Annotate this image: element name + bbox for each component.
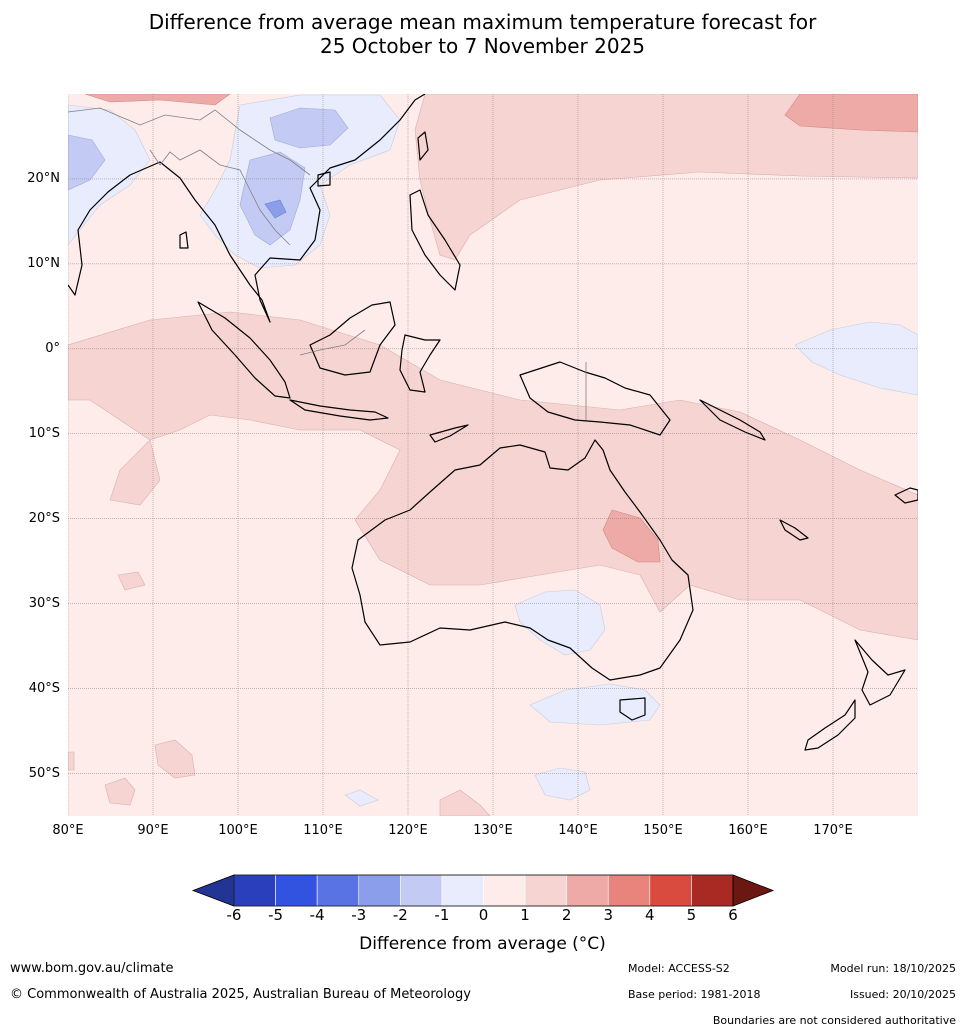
colorbar-tick-label: 3 <box>603 906 614 924</box>
anomaly-2-to-3-northeast <box>784 94 918 133</box>
colorbar-bin <box>607 874 651 907</box>
footer-base-period: Base period: 1981-2018 <box>628 988 761 1001</box>
anomaly-neg3-to-neg2-thailand <box>264 199 287 219</box>
colorbar-outline <box>233 874 734 907</box>
title-line-2: 25 October to 7 November 2025 <box>319 34 646 58</box>
anomaly-neg2-to-neg1-china <box>269 107 349 149</box>
colorbar-title: Difference from average (°C) <box>359 934 606 954</box>
colorbar-tick-label: 2 <box>561 906 572 924</box>
anomaly-neg1-to-0-tasmania <box>529 683 661 726</box>
title-line-1: Difference from average mean maximum tem… <box>148 10 817 34</box>
colorbar-tick-label: -1 <box>434 906 450 924</box>
lon-tick-label: 90°E <box>137 823 169 838</box>
footer-model-run: Model run: 18/10/2025 <box>830 962 956 975</box>
colorbar-bin <box>649 874 692 907</box>
colorbar-tick-label: 4 <box>645 906 655 924</box>
borneo-coastline <box>309 301 396 376</box>
new-zealand-south-coastline <box>804 699 856 751</box>
lon-tick-label: 170°E <box>813 823 853 838</box>
anomaly-1-to-2-patch-a <box>154 739 196 779</box>
lon-tick-label: 150°E <box>643 823 683 838</box>
coastlines <box>68 94 918 751</box>
java-coastline <box>289 399 389 421</box>
lat-tick-label: 50°S <box>28 765 60 781</box>
sulawesi-coastline <box>399 334 441 393</box>
footer-model: Model: ACCESS-S2 <box>628 962 730 975</box>
anomaly-1-to-2-patch-c <box>117 571 146 591</box>
sri-lanka-coastline <box>179 231 189 249</box>
anomaly-neg1-to-0-south-australia <box>514 589 606 656</box>
lat-tick-label: 30°S <box>28 595 60 611</box>
lon-tick-label: 110°E <box>303 823 343 838</box>
colorbar-bin <box>483 874 526 907</box>
colorbar-bin <box>358 874 401 907</box>
australia-coastline <box>351 439 694 681</box>
anomaly-neg2-to-neg1-india <box>68 134 106 191</box>
lat-tick-label: 10°S <box>28 425 60 441</box>
fiji-coastline <box>894 487 918 504</box>
lat-tick-label: 0° <box>45 340 60 356</box>
new-caledonia-coastline <box>779 519 809 541</box>
anomaly-neg1-to-0-pacific <box>794 321 918 396</box>
solomon-islands-coastline <box>699 399 766 441</box>
anomaly-2-to-3-queensland <box>602 509 661 563</box>
colorbar-bin <box>691 874 734 907</box>
philippines-coastline <box>409 189 461 291</box>
footer-disclaimer: Boundaries are not considered authoritat… <box>712 1014 956 1027</box>
lon-tick-label: 160°E <box>728 823 768 838</box>
lat-tick-label: 20°S <box>28 510 60 526</box>
colorbar-extend-low <box>191 874 235 907</box>
colorbar-tick-label: -2 <box>392 906 408 924</box>
graticule <box>68 94 918 816</box>
anomaly-2-to-3-himalaya <box>84 94 231 106</box>
colorbar-tick-label: 6 <box>728 906 738 924</box>
asia-mainland-coastline <box>68 94 426 323</box>
map-title: Difference from average mean maximum tem… <box>0 10 965 58</box>
anomaly-1-to-2-north-pacific <box>414 94 918 261</box>
country-borders <box>68 107 587 420</box>
colorbar-extend-high <box>732 874 775 907</box>
colorbar-tick-label: -4 <box>309 906 325 924</box>
colorbar-bin <box>524 874 567 907</box>
lon-tick-label: 130°E <box>473 823 513 838</box>
lon-tick-label: 80°E <box>52 823 84 838</box>
new-zealand-north-coastline <box>854 639 906 706</box>
anomaly-neg2-to-neg1-indochina <box>239 151 306 246</box>
anomaly-1-to-2-patch-b <box>104 777 136 806</box>
colorbar-bin <box>233 874 276 907</box>
lat-tick-label: 20°N <box>27 170 60 186</box>
footer-copyright: © Commonwealth of Australia 2025, Austra… <box>10 987 471 1002</box>
lat-tick-label: 40°S <box>28 680 60 696</box>
anomaly-neg1-to-0-south <box>534 767 591 801</box>
colorbar-bin <box>275 874 318 907</box>
lon-tick-label: 120°E <box>388 823 428 838</box>
lon-tick-label: 140°E <box>558 823 598 838</box>
colorbar-tick-label: 0 <box>478 906 489 924</box>
footer-issued: Issued: 20/10/2025 <box>849 988 956 1001</box>
colorbar-tick-label: -6 <box>226 906 242 924</box>
taiwan-coastline <box>417 131 429 161</box>
sumatra-coastline <box>197 301 291 399</box>
footer-website[interactable]: www.bom.gov.au/climate <box>10 961 174 976</box>
colorbar-bin <box>316 874 360 907</box>
anomaly-1-to-2-patch-e <box>68 751 75 771</box>
hainan-coastline <box>317 171 331 187</box>
lon-tick-label: 100°E <box>218 823 258 838</box>
colorbar-bin <box>441 874 484 907</box>
timor-coastline <box>429 424 469 443</box>
tasmania-coastline <box>619 697 646 721</box>
anomaly-neg1-to-0-south-b <box>344 789 379 807</box>
colorbar-bin <box>566 874 609 907</box>
new-guinea-coastline <box>519 361 671 436</box>
anomaly-1-to-2-patch-d <box>439 789 491 816</box>
colorbar-tick-label: 5 <box>686 906 697 924</box>
colorbar-tick-label: 1 <box>520 906 530 924</box>
lat-tick-label: 10°N <box>27 255 60 271</box>
colorbar-tick-label: -5 <box>268 906 284 924</box>
colorbar-bin <box>400 874 443 907</box>
colorbar-tick-label: -3 <box>351 906 367 924</box>
